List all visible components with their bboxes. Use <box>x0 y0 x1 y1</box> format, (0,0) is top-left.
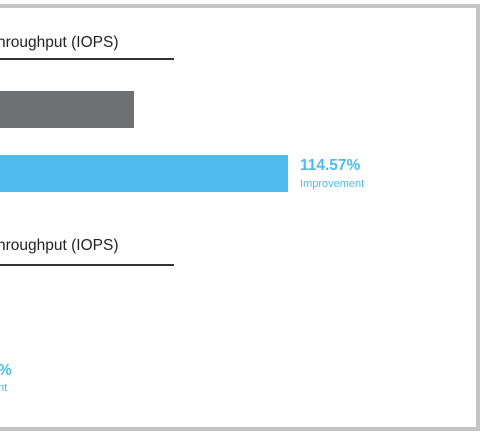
frame-top-border <box>0 4 480 8</box>
improvement-label-1: Improvement <box>300 178 365 190</box>
frame-bottom-border <box>0 427 480 431</box>
improvement-percent-2: % <box>0 362 12 380</box>
section-title-2: hroughput (IOPS) <box>0 237 119 254</box>
section-title-1: hroughput (IOPS) <box>0 34 119 51</box>
section-title-2-underline <box>0 264 174 266</box>
section-title-1-underline <box>0 58 174 60</box>
improvement-label-2: nt <box>0 382 8 394</box>
baseline-bar-1 <box>0 91 134 128</box>
frame-right-border <box>476 4 480 431</box>
improvement-percent-1: 114.57% <box>300 157 361 174</box>
improved-bar-1 <box>0 155 288 192</box>
